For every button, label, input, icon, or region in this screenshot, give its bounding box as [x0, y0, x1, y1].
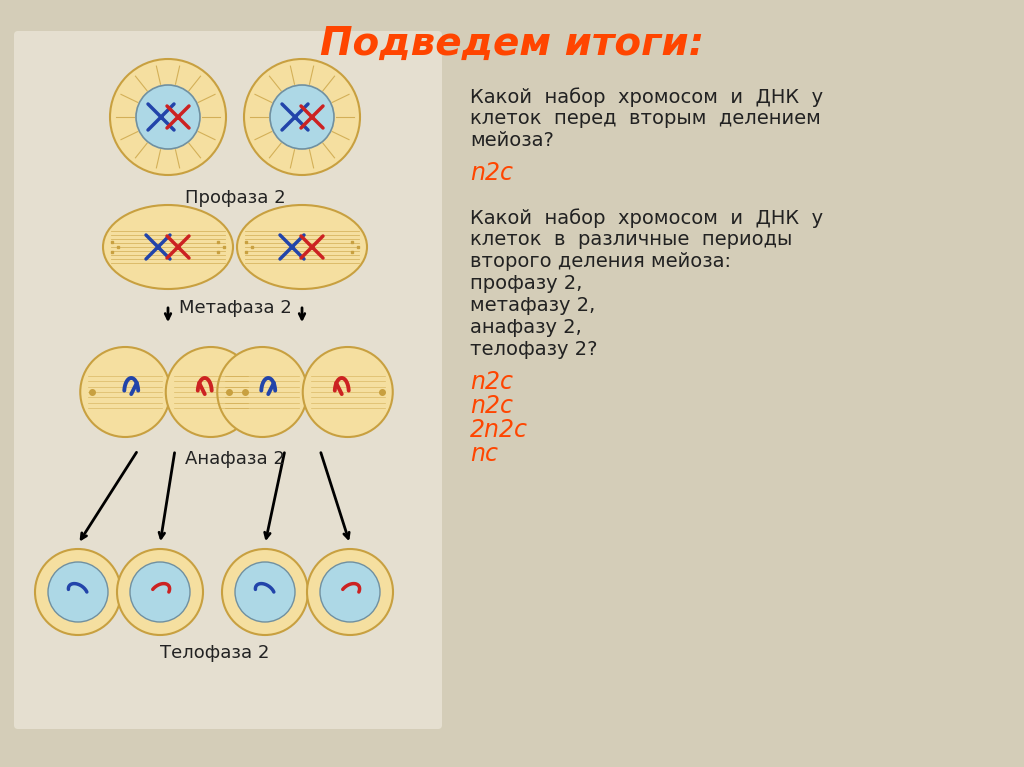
Circle shape: [35, 549, 121, 635]
Text: n2c: n2c: [470, 161, 513, 185]
Circle shape: [234, 562, 295, 622]
Text: второго деления мейоза:: второго деления мейоза:: [470, 252, 731, 271]
Text: n2c: n2c: [470, 394, 513, 418]
Circle shape: [117, 549, 203, 635]
Circle shape: [130, 562, 190, 622]
Circle shape: [303, 347, 393, 437]
Circle shape: [222, 549, 308, 635]
Text: 2n2c: 2n2c: [470, 418, 528, 442]
Circle shape: [166, 347, 256, 437]
Circle shape: [307, 549, 393, 635]
Text: Телофаза 2: Телофаза 2: [161, 644, 269, 662]
Circle shape: [270, 85, 334, 149]
Text: Анафаза 2: Анафаза 2: [185, 450, 285, 468]
Circle shape: [319, 562, 380, 622]
Text: клеток  в  различные  периоды: клеток в различные периоды: [470, 230, 793, 249]
Text: Какой  набор  хромосом  и  ДНК  у: Какой набор хромосом и ДНК у: [470, 208, 823, 228]
Circle shape: [80, 347, 170, 437]
Text: nc: nc: [470, 442, 498, 466]
Text: клеток  перед  вторым  делением: клеток перед вторым делением: [470, 109, 821, 128]
Text: анафазу 2,: анафазу 2,: [470, 318, 582, 337]
Text: Профаза 2: Профаза 2: [184, 189, 286, 207]
Circle shape: [244, 59, 360, 175]
Circle shape: [110, 59, 226, 175]
Text: мейоза?: мейоза?: [470, 131, 554, 150]
Text: Какой  набор  хромосом  и  ДНК  у: Какой набор хромосом и ДНК у: [470, 87, 823, 107]
FancyBboxPatch shape: [14, 31, 442, 729]
Text: n2c: n2c: [470, 370, 513, 394]
Circle shape: [217, 347, 307, 437]
Circle shape: [136, 85, 200, 149]
Text: Подведем итоги:: Подведем итоги:: [319, 25, 705, 63]
Text: метафазу 2,: метафазу 2,: [470, 296, 595, 315]
Circle shape: [48, 562, 108, 622]
Text: профазу 2,: профазу 2,: [470, 274, 583, 293]
Text: телофазу 2?: телофазу 2?: [470, 340, 597, 359]
Ellipse shape: [103, 205, 233, 289]
Text: Метафаза 2: Метафаза 2: [178, 299, 292, 317]
Ellipse shape: [237, 205, 367, 289]
